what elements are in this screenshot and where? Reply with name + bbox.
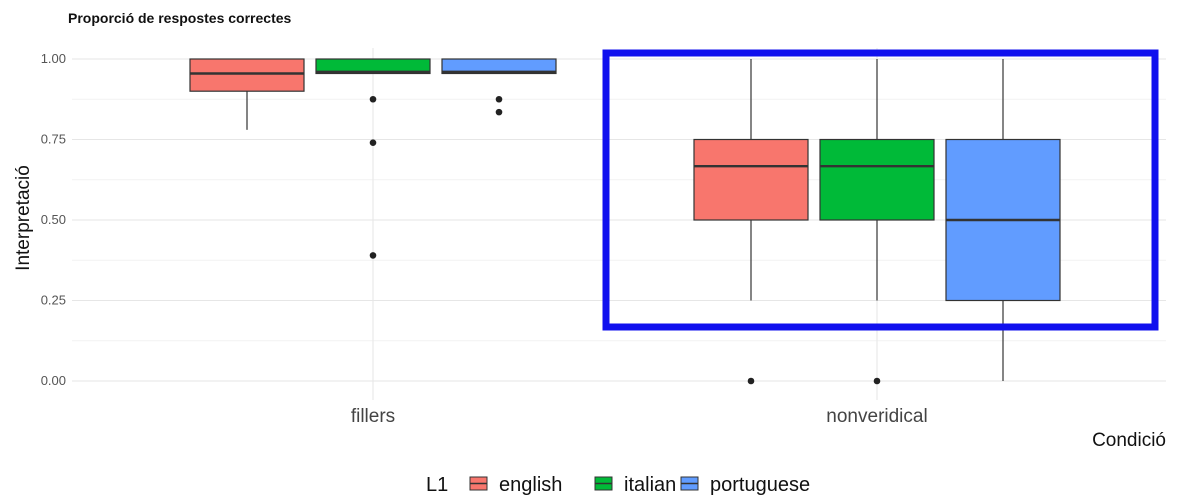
legend: L1 english italian portuguese [426,474,810,496]
box-english-fillers [189,58,305,130]
legend-item-italian: italian [594,474,676,496]
legend-label: portuguese [710,474,810,496]
legend-label: english [499,474,562,496]
box-iqr [693,138,809,221]
outlier-point [369,139,377,147]
highlight-box [602,49,1159,331]
legend-item-portuguese: portuguese [680,474,810,496]
outlier-point [495,108,503,116]
outlier-point [873,377,881,385]
box-italian-fillers [315,58,431,259]
y-tick-label: 1.00 [41,51,66,66]
y-tick-label: 0.25 [41,293,66,308]
legend-item-english: english [469,474,562,496]
box-iqr [819,138,935,221]
boxes [189,58,1061,385]
legend-title: L1 [426,474,448,496]
outlier-point [495,95,503,103]
box-iqr [189,58,305,92]
outlier-point [747,377,755,385]
box-portuguese-nonveridical [945,59,1061,381]
box-portuguese-fillers [441,58,557,116]
y-tick-label: 0.00 [41,373,66,388]
x-axis-label: Condició [1092,430,1166,451]
y-tick-label: 0.50 [41,212,66,227]
y-axis-label: Interpretació [13,165,34,271]
box-iqr [441,58,557,75]
box-iqr [315,58,431,75]
chart-title: Proporció de respostes correctes [68,10,292,26]
outlier-point [369,95,377,103]
x-tick-label: nonveridical [826,406,927,427]
y-tick-label: 0.75 [41,132,66,147]
highlight-rectangle [602,49,1159,331]
x-axis-categories: fillers nonveridical [351,406,928,427]
box-italian-nonveridical [819,59,935,385]
legend-label: italian [624,474,676,496]
x-tick-label: fillers [351,406,395,427]
outlier-point [369,252,377,259]
y-axis-ticks: 0.00 0.25 0.50 0.75 1.00 [41,51,66,388]
box-english-nonveridical [693,59,809,385]
